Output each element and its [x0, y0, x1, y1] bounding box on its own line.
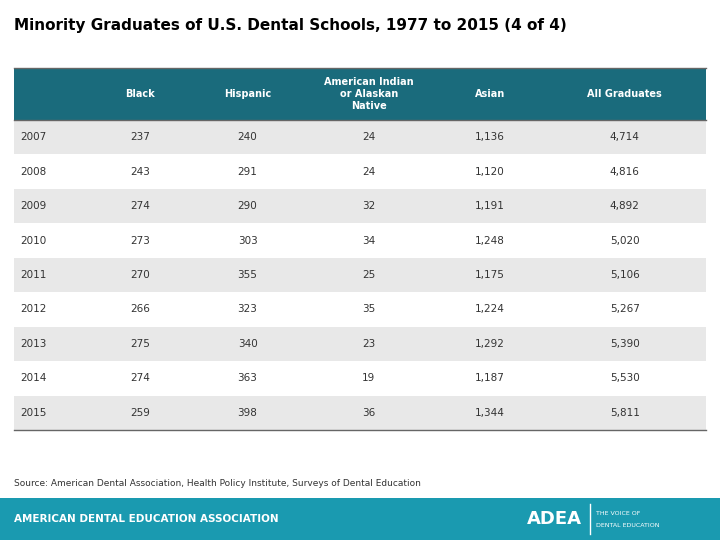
FancyBboxPatch shape: [14, 154, 706, 189]
Text: 2010: 2010: [20, 235, 46, 246]
Text: 266: 266: [130, 305, 150, 314]
Text: 398: 398: [238, 408, 258, 418]
Text: 270: 270: [130, 270, 150, 280]
Text: 2013: 2013: [20, 339, 46, 349]
Text: 36: 36: [362, 408, 375, 418]
Text: 24: 24: [362, 132, 375, 142]
Text: 1,120: 1,120: [475, 167, 505, 177]
Text: 2007: 2007: [20, 132, 46, 142]
Text: 5,530: 5,530: [610, 373, 639, 383]
Text: 2008: 2008: [20, 167, 46, 177]
FancyBboxPatch shape: [14, 396, 706, 430]
Text: 237: 237: [130, 132, 150, 142]
Text: 1,136: 1,136: [474, 132, 505, 142]
Text: 2011: 2011: [20, 270, 46, 280]
Text: AMERICAN DENTAL EDUCATION ASSOCIATION: AMERICAN DENTAL EDUCATION ASSOCIATION: [14, 514, 279, 524]
Text: 34: 34: [362, 235, 375, 246]
Text: 24: 24: [362, 167, 375, 177]
Text: 1,191: 1,191: [474, 201, 505, 211]
Text: 35: 35: [362, 305, 375, 314]
FancyBboxPatch shape: [14, 68, 706, 120]
Text: 1,248: 1,248: [474, 235, 505, 246]
FancyBboxPatch shape: [14, 292, 706, 327]
Text: 274: 274: [130, 201, 150, 211]
Text: 363: 363: [238, 373, 258, 383]
Text: THE VOICE OF: THE VOICE OF: [596, 511, 640, 516]
Text: 1,175: 1,175: [474, 270, 505, 280]
Text: 5,020: 5,020: [610, 235, 639, 246]
Text: Source: American Dental Association, Health Policy Institute, Surveys of Dental : Source: American Dental Association, Hea…: [14, 479, 421, 488]
Text: Minority Graduates of U.S. Dental Schools, 1977 to 2015 (4 of 4): Minority Graduates of U.S. Dental School…: [14, 18, 567, 33]
Text: 259: 259: [130, 408, 150, 418]
Text: Asian: Asian: [474, 89, 505, 99]
Text: 5,267: 5,267: [610, 305, 639, 314]
Text: 1,187: 1,187: [474, 373, 505, 383]
Text: 4,816: 4,816: [610, 167, 639, 177]
Text: ADEA: ADEA: [527, 510, 582, 528]
Text: 323: 323: [238, 305, 258, 314]
Text: 243: 243: [130, 167, 150, 177]
FancyBboxPatch shape: [14, 361, 706, 396]
Text: All Graduates: All Graduates: [588, 89, 662, 99]
Text: 32: 32: [362, 201, 375, 211]
Text: 5,811: 5,811: [610, 408, 639, 418]
Text: 303: 303: [238, 235, 258, 246]
Text: 240: 240: [238, 132, 258, 142]
Text: 5,390: 5,390: [610, 339, 639, 349]
FancyBboxPatch shape: [14, 120, 706, 154]
FancyBboxPatch shape: [14, 258, 706, 292]
Text: DENTAL EDUCATION: DENTAL EDUCATION: [596, 523, 660, 528]
FancyBboxPatch shape: [14, 189, 706, 224]
FancyBboxPatch shape: [0, 498, 720, 540]
FancyBboxPatch shape: [14, 327, 706, 361]
Text: 2012: 2012: [20, 305, 46, 314]
Text: American Indian
or Alaskan
Native: American Indian or Alaskan Native: [324, 77, 413, 111]
Text: 23: 23: [362, 339, 375, 349]
Text: 25: 25: [362, 270, 375, 280]
Text: 2015: 2015: [20, 408, 46, 418]
Text: 4,714: 4,714: [610, 132, 639, 142]
Text: 1,292: 1,292: [474, 339, 505, 349]
Text: 5,106: 5,106: [610, 270, 639, 280]
Text: 275: 275: [130, 339, 150, 349]
Text: 355: 355: [238, 270, 258, 280]
Text: 340: 340: [238, 339, 258, 349]
Text: 290: 290: [238, 201, 258, 211]
Text: 19: 19: [362, 373, 375, 383]
Text: 291: 291: [238, 167, 258, 177]
FancyBboxPatch shape: [14, 224, 706, 258]
Text: 274: 274: [130, 373, 150, 383]
Text: Hispanic: Hispanic: [224, 89, 271, 99]
Text: 2009: 2009: [20, 201, 46, 211]
Text: 1,344: 1,344: [474, 408, 505, 418]
Text: 273: 273: [130, 235, 150, 246]
Text: Black: Black: [125, 89, 156, 99]
Text: 4,892: 4,892: [610, 201, 639, 211]
Text: 1,224: 1,224: [474, 305, 505, 314]
Text: 2014: 2014: [20, 373, 46, 383]
